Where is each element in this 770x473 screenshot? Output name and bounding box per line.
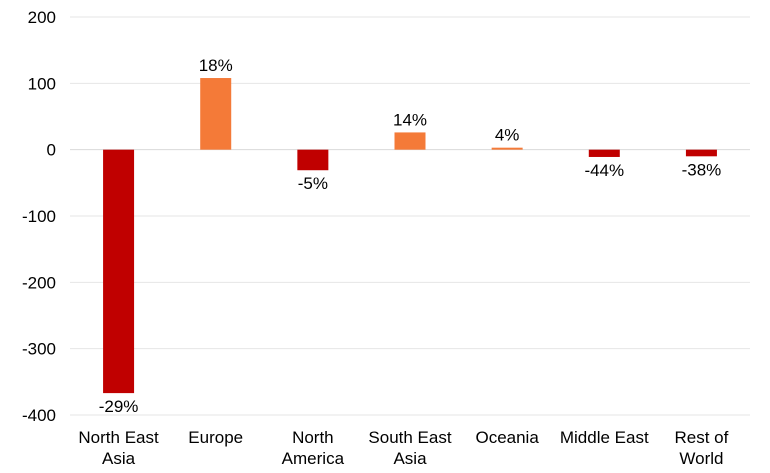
bar xyxy=(588,149,620,157)
category-label: Middle East xyxy=(560,428,649,447)
data-label: 14% xyxy=(393,110,427,129)
bar xyxy=(297,149,329,171)
category-label: South East xyxy=(368,428,451,447)
category-label: Rest of xyxy=(674,428,728,447)
category-label: World xyxy=(679,449,723,468)
x-axis-category-labels: North East Asia Europe North America South Ea… xyxy=(78,428,728,468)
gridlines xyxy=(70,16,750,416)
bar xyxy=(685,149,717,157)
category-label: North xyxy=(292,428,334,447)
category-label: Europe xyxy=(188,428,243,447)
category-label: Asia xyxy=(102,449,136,468)
bar xyxy=(200,78,232,150)
bar xyxy=(491,147,523,150)
category-label: Asia xyxy=(393,449,427,468)
category-label: Oceania xyxy=(475,428,539,447)
category-label: America xyxy=(282,449,345,468)
data-label: -5% xyxy=(298,174,328,193)
y-axis-tick-labels: 200 100 0 -100 -200 -300 -400 xyxy=(22,8,56,425)
y-tick-label: 0 xyxy=(47,141,56,160)
bar xyxy=(103,149,135,394)
y-tick-label: -400 xyxy=(22,406,56,425)
bar xyxy=(394,132,426,150)
y-tick-label: -100 xyxy=(22,207,56,226)
y-tick-label: -200 xyxy=(22,273,56,292)
y-tick-label: 100 xyxy=(28,74,56,93)
data-label: 4% xyxy=(495,126,520,145)
y-tick-label: -300 xyxy=(22,340,56,359)
data-label: 18% xyxy=(199,56,233,75)
y-tick-label: 200 xyxy=(28,8,56,27)
bars xyxy=(103,78,717,394)
data-labels: -29% 18% -5% 14% 4% -44% -38% xyxy=(99,56,722,416)
data-label: -29% xyxy=(99,397,139,416)
data-label: -38% xyxy=(682,160,722,179)
category-label: North East xyxy=(78,428,159,447)
data-label: -44% xyxy=(584,161,624,180)
